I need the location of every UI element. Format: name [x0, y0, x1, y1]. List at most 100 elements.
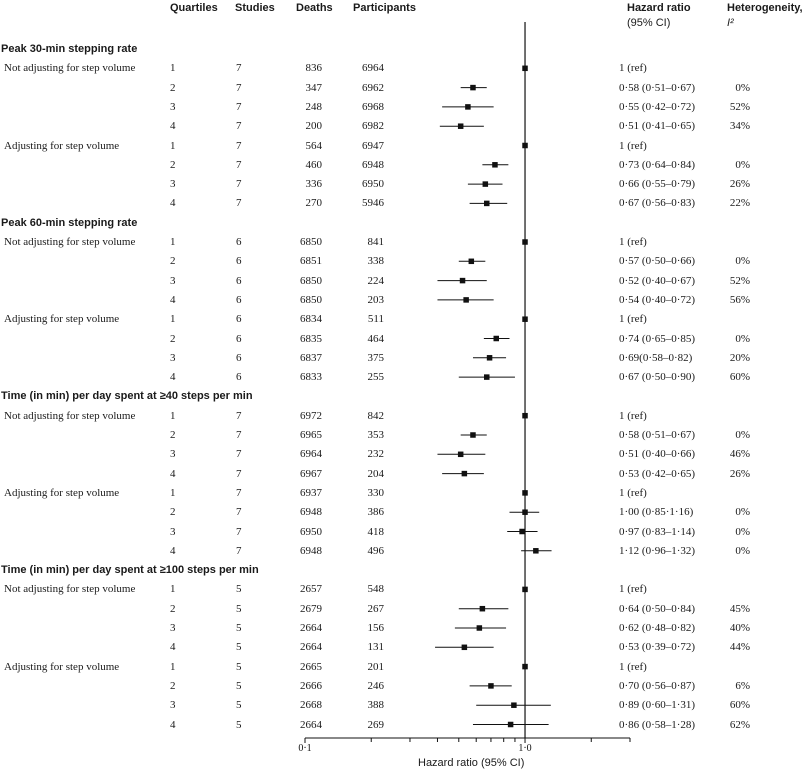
quartile-cell: 2 — [170, 602, 176, 615]
point-estimate — [484, 200, 490, 207]
participants-cell: 496 — [367, 544, 385, 557]
studies-cell: 7 — [236, 158, 242, 171]
quartile-cell: 1 — [170, 236, 176, 248]
header-deaths: Deaths — [296, 2, 333, 14]
point-estimate — [511, 702, 517, 708]
participants-cell: 6964 — [362, 62, 384, 75]
hazard-ratio-cell: 1 (ref) — [619, 236, 647, 248]
point-estimate — [476, 625, 483, 631]
participants-cell: 267 — [367, 602, 385, 615]
deaths-cell: 6937 — [300, 486, 322, 499]
heterogeneity-cell: 0% — [735, 506, 750, 519]
point-estimate — [522, 586, 528, 593]
point-estimate — [463, 297, 469, 303]
point-estimate — [522, 490, 528, 496]
heterogeneity-cell: 6% — [735, 679, 750, 692]
deaths-cell: 6965 — [300, 429, 322, 441]
quartile-cell: 1 — [170, 583, 176, 596]
quartile-cell: 2 — [170, 332, 176, 345]
studies-cell: 7 — [236, 525, 242, 538]
studies-cell: 7 — [236, 139, 242, 152]
quartile-cell: 2 — [170, 81, 176, 94]
heterogeneity-cell: 0% — [735, 544, 750, 557]
section-title: Time (in min) per day spent at ≥100 step… — [1, 564, 259, 577]
quartile-cell: 1 — [170, 409, 176, 422]
point-estimate — [461, 644, 468, 651]
studies-cell: 7 — [236, 448, 242, 461]
point-estimate — [470, 432, 476, 438]
point-estimate — [533, 548, 539, 554]
deaths-cell: 270 — [305, 197, 323, 210]
hazard-ratio-cell: 1 (ref) — [619, 486, 647, 499]
studies-cell: 6 — [236, 255, 242, 268]
point-estimate — [488, 683, 494, 689]
participants-cell: 204 — [367, 467, 385, 480]
header-heterogeneity: Heterogeneity, I² — [727, 1, 803, 31]
header-heterogeneity-line2: I² — [727, 17, 734, 29]
deaths-cell: 6835 — [300, 332, 322, 345]
studies-cell: 6 — [236, 274, 242, 287]
participants-cell: 6968 — [362, 100, 384, 113]
hazard-ratio-cell: 0·51 (0·40–0·66) — [619, 448, 696, 461]
quartile-cell: 4 — [170, 641, 176, 654]
header-participants: Participants — [353, 2, 416, 14]
heterogeneity-cell: 0% — [735, 332, 750, 345]
studies-cell: 7 — [236, 197, 242, 210]
group-label: Adjusting for step volume — [4, 660, 120, 673]
point-estimate — [465, 104, 471, 110]
header-hazard-ratio-line1: Hazard ratio — [627, 2, 691, 14]
participants-cell: 464 — [367, 332, 385, 345]
hazard-ratio-cell: 0·86 (0·58–1·28) — [619, 718, 696, 731]
quartile-cell: 4 — [170, 544, 176, 557]
hazard-ratio-cell: 0·58 (0·51–0·67) — [619, 429, 696, 441]
heterogeneity-cell: 62% — [729, 718, 750, 731]
deaths-cell: 6850 — [300, 293, 322, 306]
heterogeneity-cell: 0% — [735, 525, 750, 538]
deaths-cell: 2657 — [300, 583, 322, 596]
point-estimate — [459, 277, 466, 284]
participants-cell: 232 — [367, 448, 385, 461]
header-heterogeneity-line1: Heterogeneity, — [727, 2, 803, 14]
studies-cell: 6 — [236, 236, 242, 248]
deaths-cell: 460 — [305, 158, 323, 171]
participants-cell: 156 — [367, 622, 385, 634]
quartile-cell: 1 — [170, 139, 176, 152]
quartile-cell: 3 — [170, 351, 176, 364]
deaths-cell: 2664 — [300, 622, 322, 634]
quartile-cell: 2 — [170, 158, 176, 171]
deaths-cell: 2666 — [300, 679, 322, 692]
participants-cell: 511 — [367, 313, 384, 326]
participants-cell: 330 — [367, 486, 385, 499]
participants-cell: 6948 — [362, 158, 384, 171]
point-estimate — [522, 65, 528, 72]
studies-cell: 5 — [236, 583, 242, 596]
group-label: Not adjusting for step volume — [4, 583, 136, 596]
studies-cell: 5 — [236, 602, 242, 615]
section-title: Peak 60-min stepping rate — [1, 216, 138, 229]
studies-cell: 6 — [236, 313, 242, 326]
deaths-cell: 347 — [305, 81, 323, 94]
deaths-cell: 6850 — [300, 236, 322, 248]
point-estimate — [522, 316, 528, 322]
group-label: Adjusting for step volume — [4, 313, 120, 326]
quartile-cell: 2 — [170, 255, 176, 268]
section-title: Peak 30-min stepping rate — [1, 43, 138, 55]
deaths-cell: 6850 — [300, 274, 322, 287]
quartile-cell: 2 — [170, 506, 176, 519]
hazard-ratio-cell: 1 (ref) — [619, 62, 647, 75]
deaths-cell: 564 — [305, 139, 323, 152]
heterogeneity-cell: 46% — [729, 448, 750, 461]
deaths-cell: 6834 — [300, 313, 322, 326]
heterogeneity-cell: 20% — [729, 351, 750, 364]
point-estimate — [507, 721, 514, 728]
quartile-cell: 4 — [170, 120, 176, 133]
participants-cell: 6947 — [362, 139, 384, 152]
participants-cell: 224 — [367, 274, 385, 287]
point-estimate — [493, 335, 500, 342]
deaths-cell: 200 — [305, 120, 323, 133]
studies-cell: 6 — [236, 332, 242, 345]
participants-cell: 375 — [367, 351, 385, 364]
studies-cell: 7 — [236, 506, 242, 519]
studies-cell: 5 — [236, 679, 242, 692]
heterogeneity-cell: 56% — [729, 293, 750, 306]
